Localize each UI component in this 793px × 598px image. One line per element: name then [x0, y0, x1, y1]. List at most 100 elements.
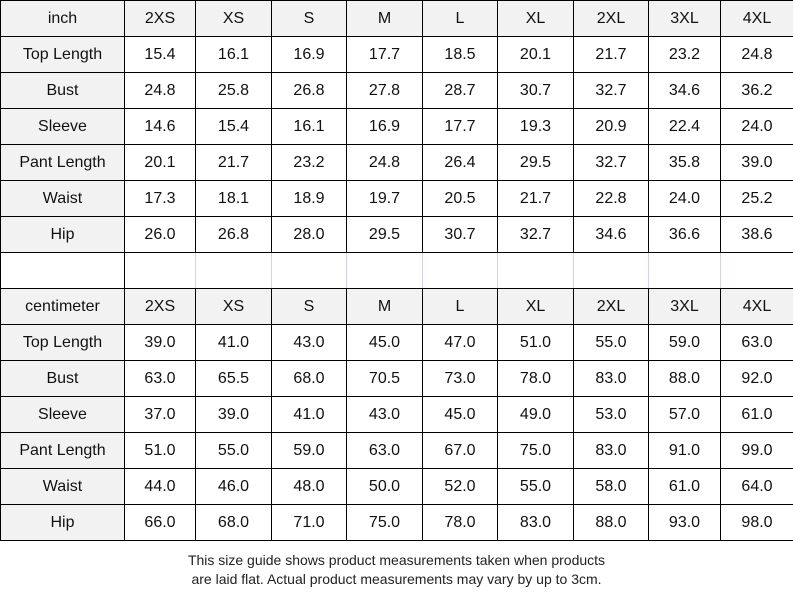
measurement-value: 65.5	[195, 360, 272, 397]
measurement-value: 23.2	[648, 36, 721, 73]
measurement-value: 99.0	[720, 432, 793, 469]
empty-cell	[346, 252, 423, 289]
measurement-label: Bust	[0, 360, 125, 397]
measurement-value: 20.9	[573, 108, 649, 145]
empty-cell	[648, 252, 721, 289]
measurement-value: 29.5	[346, 216, 423, 253]
measurement-value: 75.0	[346, 504, 423, 541]
measurement-value: 46.0	[195, 468, 272, 505]
measurement-value: 45.0	[422, 396, 498, 433]
measurement-label: Pant Length	[0, 432, 125, 469]
measurement-value: 47.0	[422, 324, 498, 361]
measurement-value: 26.4	[422, 144, 498, 181]
measurement-value: 21.7	[573, 36, 649, 73]
size-header: 2XS	[124, 0, 196, 37]
measurement-value: 28.0	[271, 216, 347, 253]
measurement-value: 39.0	[195, 396, 272, 433]
size-header: 2XS	[124, 288, 196, 325]
size-header: 4XL	[720, 288, 793, 325]
measurement-value: 16.1	[195, 36, 272, 73]
measurement-value: 38.6	[720, 216, 793, 253]
size-header: 3XL	[648, 288, 721, 325]
measurement-value: 20.1	[124, 144, 196, 181]
table-row: Pant Length 51.0 55.0 59.0 63.0 67.0 75.0 83.0 9…	[0, 432, 793, 469]
measurement-value: 29.5	[497, 144, 574, 181]
measurement-value: 83.0	[497, 504, 574, 541]
measurement-value: 24.0	[720, 108, 793, 145]
measurement-value: 36.2	[720, 72, 793, 109]
inch-header-row: inch 2XS XS S M L XL 2XL 3XL 4XL	[0, 0, 793, 37]
measurement-value: 53.0	[573, 396, 649, 433]
table-row: Top Length 39.0 41.0 43.0 45.0 47.0 51.0 55.0 59…	[0, 324, 793, 361]
measurement-value: 17.7	[346, 36, 423, 73]
size-header: XL	[497, 288, 574, 325]
measurement-value: 61.0	[648, 468, 721, 505]
measurement-value: 78.0	[422, 504, 498, 541]
table-row: Bust 63.0 65.5 68.0 70.5 73.0 78.0 83.0 88.0 92.0	[0, 360, 793, 397]
size-header: 2XL	[573, 0, 649, 37]
measurement-value: 55.0	[497, 468, 574, 505]
measurement-value: 19.3	[497, 108, 574, 145]
measurement-value: 78.0	[497, 360, 574, 397]
measurement-value: 48.0	[271, 468, 347, 505]
measurement-value: 39.0	[720, 144, 793, 181]
measurement-value: 70.5	[346, 360, 423, 397]
measurement-value: 98.0	[720, 504, 793, 541]
measurement-value: 36.6	[648, 216, 721, 253]
measurement-label: Sleeve	[0, 108, 125, 145]
measurement-value: 88.0	[648, 360, 721, 397]
measurement-label: Waist	[0, 468, 125, 505]
measurement-value: 17.3	[124, 180, 196, 217]
measurement-value: 18.5	[422, 36, 498, 73]
size-guide-note: This size guide shows product measuremen…	[0, 551, 793, 589]
empty-cell	[497, 252, 574, 289]
empty-cell	[124, 252, 196, 289]
measurement-value: 26.8	[195, 216, 272, 253]
size-header: 4XL	[720, 0, 793, 37]
empty-cell	[0, 252, 125, 289]
measurement-value: 28.7	[422, 72, 498, 109]
measurement-value: 91.0	[648, 432, 721, 469]
empty-cell	[195, 252, 272, 289]
size-header: S	[271, 288, 347, 325]
measurement-value: 67.0	[422, 432, 498, 469]
measurement-value: 63.0	[720, 324, 793, 361]
measurement-value: 22.4	[648, 108, 721, 145]
measurement-value: 32.7	[573, 72, 649, 109]
measurement-value: 55.0	[573, 324, 649, 361]
measurement-value: 18.1	[195, 180, 272, 217]
measurement-value: 73.0	[422, 360, 498, 397]
measurement-value: 39.0	[124, 324, 196, 361]
measurement-value: 58.0	[573, 468, 649, 505]
measurement-value: 68.0	[271, 360, 347, 397]
table-row: Hip 26.0 26.8 28.0 29.5 30.7 32.7 34.6 36.6 38.6	[0, 216, 793, 253]
measurement-label: Sleeve	[0, 396, 125, 433]
note-line-1: This size guide shows product measuremen…	[187, 552, 606, 568]
measurement-value: 26.0	[124, 216, 196, 253]
measurement-value: 30.7	[422, 216, 498, 253]
size-chart-table: inch 2XS XS S M L XL 2XL 3XL 4XL Top Length 15.4 16.…	[0, 0, 793, 541]
measurement-value: 16.9	[346, 108, 423, 145]
measurement-value: 68.0	[195, 504, 272, 541]
measurement-value: 41.0	[271, 396, 347, 433]
measurement-value: 18.9	[271, 180, 347, 217]
measurement-value: 52.0	[422, 468, 498, 505]
size-header: XS	[195, 288, 272, 325]
measurement-value: 15.4	[124, 36, 196, 73]
measurement-value: 32.7	[497, 216, 574, 253]
size-header: L	[422, 0, 498, 37]
measurement-value: 25.2	[720, 180, 793, 217]
measurement-value: 24.8	[720, 36, 793, 73]
size-header: XL	[497, 0, 574, 37]
cm-header-row: centimeter 2XS XS S M L XL 2XL 3XL 4XL	[0, 288, 793, 325]
measurement-value: 75.0	[497, 432, 574, 469]
table-row: Sleeve 14.6 15.4 16.1 16.9 17.7 19.3 20.9 22.4 24…	[0, 108, 793, 145]
table-row: Waist 17.3 18.1 18.9 19.7 20.5 21.7 22.8 24.0 25.…	[0, 180, 793, 217]
measurement-value: 34.6	[573, 216, 649, 253]
measurement-value: 30.7	[497, 72, 574, 109]
size-header: S	[271, 0, 347, 37]
size-header: XS	[195, 0, 272, 37]
unit-label: inch	[0, 0, 125, 37]
measurement-value: 32.7	[573, 144, 649, 181]
measurement-value: 66.0	[124, 504, 196, 541]
